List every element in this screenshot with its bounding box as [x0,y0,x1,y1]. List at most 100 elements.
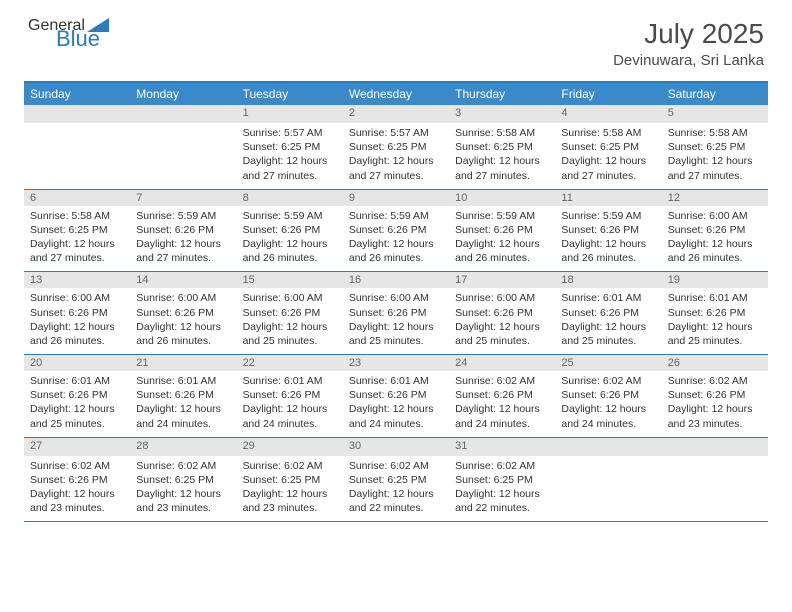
month-title: July 2025 [613,18,764,50]
sunrise-line: Sunrise: 5:59 AM [136,209,230,223]
sunrise-line: Sunrise: 5:58 AM [668,126,762,140]
day-cell: Sunrise: 6:00 AMSunset: 6:26 PMDaylight:… [130,288,236,354]
sunset-line: Sunset: 6:25 PM [561,140,655,154]
daylight-line: Daylight: 12 hours and 23 minutes. [30,487,124,515]
day-number: 17 [449,272,555,288]
daylight-line: Daylight: 12 hours and 27 minutes. [136,237,230,265]
title-block: July 2025 Devinuwara, Sri Lanka [613,18,764,69]
daylight-line: Daylight: 12 hours and 25 minutes. [561,320,655,348]
daylight-line: Daylight: 12 hours and 23 minutes. [668,402,762,430]
sunrise-line: Sunrise: 6:00 AM [668,209,762,223]
empty-day-cell [24,123,130,189]
empty-day-number [662,438,768,456]
day-number: 12 [662,190,768,206]
day-number: 14 [130,272,236,288]
day-number: 21 [130,355,236,371]
day-number: 22 [237,355,343,371]
daylight-line: Daylight: 12 hours and 27 minutes. [455,154,549,182]
daylight-line: Daylight: 12 hours and 24 minutes. [349,402,443,430]
day-cell: Sunrise: 6:00 AMSunset: 6:26 PMDaylight:… [449,288,555,354]
weekday-friday: Friday [555,83,661,105]
day-number: 5 [662,105,768,123]
day-cell: Sunrise: 6:02 AMSunset: 6:26 PMDaylight:… [662,371,768,437]
empty-day-cell [130,123,236,189]
day-cell: Sunrise: 5:58 AMSunset: 6:25 PMDaylight:… [449,123,555,189]
day-cell: Sunrise: 6:00 AMSunset: 6:26 PMDaylight:… [662,206,768,272]
day-cell: Sunrise: 6:02 AMSunset: 6:25 PMDaylight:… [130,456,236,522]
daylight-line: Daylight: 12 hours and 23 minutes. [136,487,230,515]
sunset-line: Sunset: 6:26 PM [561,388,655,402]
empty-day-cell [555,456,661,522]
sunset-line: Sunset: 6:26 PM [561,223,655,237]
sunrise-line: Sunrise: 5:59 AM [243,209,337,223]
sunrise-line: Sunrise: 6:00 AM [136,291,230,305]
sunset-line: Sunset: 6:25 PM [243,140,337,154]
day-cell: Sunrise: 5:57 AMSunset: 6:25 PMDaylight:… [237,123,343,189]
day-number: 1 [237,105,343,123]
daylight-line: Daylight: 12 hours and 22 minutes. [455,487,549,515]
sunrise-line: Sunrise: 6:02 AM [349,459,443,473]
sunset-line: Sunset: 6:25 PM [349,140,443,154]
sunset-line: Sunset: 6:26 PM [349,306,443,320]
day-cell: Sunrise: 6:01 AMSunset: 6:26 PMDaylight:… [130,371,236,437]
day-cell: Sunrise: 5:58 AMSunset: 6:25 PMDaylight:… [24,206,130,272]
daylight-line: Daylight: 12 hours and 26 minutes. [243,237,337,265]
day-cell: Sunrise: 5:58 AMSunset: 6:25 PMDaylight:… [662,123,768,189]
day-cell: Sunrise: 6:00 AMSunset: 6:26 PMDaylight:… [343,288,449,354]
sunset-line: Sunset: 6:26 PM [30,473,124,487]
sunset-line: Sunset: 6:26 PM [136,388,230,402]
sunrise-line: Sunrise: 6:01 AM [30,374,124,388]
sunrise-line: Sunrise: 6:00 AM [30,291,124,305]
day-number: 24 [449,355,555,371]
day-cell: Sunrise: 6:02 AMSunset: 6:26 PMDaylight:… [24,456,130,522]
day-cell: Sunrise: 6:02 AMSunset: 6:25 PMDaylight:… [343,456,449,522]
daylight-line: Daylight: 12 hours and 26 minutes. [349,237,443,265]
week-row: 12345Sunrise: 5:57 AMSunset: 6:25 PMDayl… [24,105,768,190]
day-cell: Sunrise: 6:02 AMSunset: 6:26 PMDaylight:… [449,371,555,437]
day-cell: Sunrise: 6:01 AMSunset: 6:26 PMDaylight:… [343,371,449,437]
daylight-line: Daylight: 12 hours and 24 minutes. [136,402,230,430]
sunrise-line: Sunrise: 6:01 AM [561,291,655,305]
sunset-line: Sunset: 6:26 PM [243,223,337,237]
location: Devinuwara, Sri Lanka [613,52,764,69]
day-cell: Sunrise: 5:58 AMSunset: 6:25 PMDaylight:… [555,123,661,189]
day-cell: Sunrise: 5:59 AMSunset: 6:26 PMDaylight:… [237,206,343,272]
daylight-line: Daylight: 12 hours and 25 minutes. [455,320,549,348]
day-number: 30 [343,438,449,456]
day-cell: Sunrise: 5:57 AMSunset: 6:25 PMDaylight:… [343,123,449,189]
daylight-line: Daylight: 12 hours and 24 minutes. [243,402,337,430]
sunset-line: Sunset: 6:26 PM [455,223,549,237]
day-number: 20 [24,355,130,371]
sunrise-line: Sunrise: 5:58 AM [30,209,124,223]
day-number: 16 [343,272,449,288]
empty-day-number [555,438,661,456]
day-cell: Sunrise: 6:01 AMSunset: 6:26 PMDaylight:… [555,288,661,354]
sunrise-line: Sunrise: 6:02 AM [455,459,549,473]
sunset-line: Sunset: 6:26 PM [455,388,549,402]
empty-day-cell [662,456,768,522]
sunset-line: Sunset: 6:26 PM [455,306,549,320]
sunset-line: Sunset: 6:26 PM [243,388,337,402]
sunrise-line: Sunrise: 5:59 AM [349,209,443,223]
day-cell: Sunrise: 6:02 AMSunset: 6:25 PMDaylight:… [237,456,343,522]
sunset-line: Sunset: 6:26 PM [30,306,124,320]
day-cell: Sunrise: 6:01 AMSunset: 6:26 PMDaylight:… [662,288,768,354]
weekday-monday: Monday [130,83,236,105]
day-number: 11 [555,190,661,206]
sunset-line: Sunset: 6:25 PM [30,223,124,237]
sunrise-line: Sunrise: 6:01 AM [243,374,337,388]
daylight-line: Daylight: 12 hours and 26 minutes. [30,320,124,348]
day-number: 28 [130,438,236,456]
sunset-line: Sunset: 6:26 PM [30,388,124,402]
day-cell: Sunrise: 6:00 AMSunset: 6:26 PMDaylight:… [24,288,130,354]
weekday-thursday: Thursday [449,83,555,105]
sunset-line: Sunset: 6:26 PM [349,223,443,237]
week-row: 20212223242526Sunrise: 6:01 AMSunset: 6:… [24,355,768,438]
sunrise-line: Sunrise: 6:02 AM [668,374,762,388]
sunset-line: Sunset: 6:26 PM [561,306,655,320]
week-row: 2728293031Sunrise: 6:02 AMSunset: 6:26 P… [24,438,768,523]
sunrise-line: Sunrise: 6:01 AM [668,291,762,305]
day-number: 3 [449,105,555,123]
sunrise-line: Sunrise: 6:00 AM [455,291,549,305]
weekday-saturday: Saturday [662,83,768,105]
